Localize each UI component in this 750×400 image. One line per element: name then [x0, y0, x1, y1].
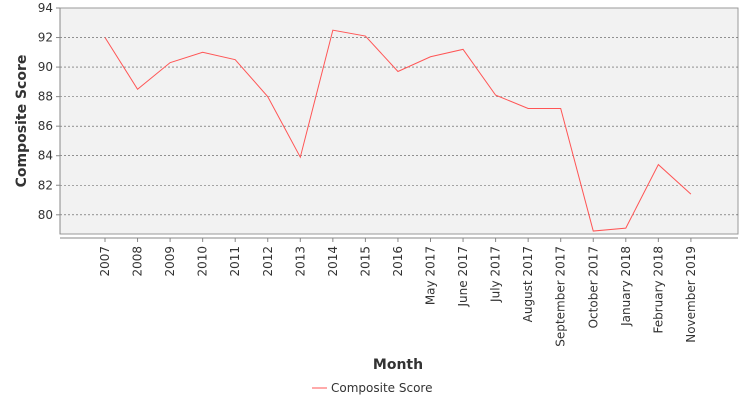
data-point [396, 70, 399, 73]
y-tick-label: 80 [38, 208, 53, 222]
legend: Composite Score [312, 381, 432, 395]
x-tick-label: May 2017 [424, 246, 438, 305]
x-tick-label: June 2017 [456, 246, 470, 308]
plot-area [59, 7, 739, 235]
x-tick-label: 2008 [131, 246, 145, 277]
legend-label: Composite Score [331, 381, 432, 395]
data-point [592, 230, 595, 233]
x-tick-label: 2009 [163, 246, 177, 277]
data-point [494, 94, 497, 97]
x-tick-label: 2012 [261, 246, 275, 277]
x-tick-label: August 2017 [521, 246, 535, 322]
y-tick-label: 86 [38, 119, 53, 133]
x-tick-label: January 2018 [619, 246, 633, 327]
y-tick-label: 92 [38, 31, 53, 45]
x-axis: 2007 2008 2009 2010 2011 2012 2013 2014 2015 2016… [60, 237, 738, 347]
y-axis-title: Composite Score [14, 55, 30, 188]
data-point [169, 61, 172, 64]
data-point [331, 29, 334, 32]
data-point [429, 55, 432, 58]
series-line-composite-score [104, 29, 692, 232]
data-point [201, 51, 204, 54]
y-tick-label: 88 [38, 90, 53, 104]
x-axis-title: Month [373, 357, 423, 373]
data-point [136, 88, 139, 91]
x-tick-label: October 2017 [586, 246, 600, 328]
x-tick-label: July 2017 [489, 246, 503, 303]
data-point [624, 227, 627, 230]
data-point [299, 156, 302, 159]
data-point [364, 35, 367, 38]
data-point [234, 58, 237, 61]
data-point [657, 163, 660, 166]
series-layer [104, 29, 692, 233]
x-tick-label: 2011 [228, 246, 242, 277]
y-axis: 80 82 84 86 88 90 92 94 [38, 1, 61, 234]
data-point [559, 107, 562, 110]
y-tick-label: 82 [38, 178, 53, 192]
data-point [527, 107, 530, 110]
x-tick-label: 2013 [293, 246, 307, 277]
gridlines [60, 37, 738, 216]
x-tick-label: 2007 [98, 246, 112, 277]
x-tick-label: 2010 [196, 246, 210, 277]
x-tick-label: 2015 [358, 246, 372, 277]
x-tick-label: February 2018 [651, 246, 665, 334]
y-tick-label: 94 [38, 1, 53, 15]
y-tick-label: 90 [38, 60, 53, 74]
x-tick-label: 2016 [391, 246, 405, 277]
y-tick-label: 84 [38, 149, 53, 163]
x-tick-label: 2014 [326, 246, 340, 277]
data-point [689, 193, 692, 196]
data-point [266, 95, 269, 98]
x-tick-label: September 2017 [554, 246, 568, 347]
data-point [104, 36, 107, 39]
x-tick-label: November 2019 [684, 246, 698, 343]
data-point [462, 48, 465, 51]
